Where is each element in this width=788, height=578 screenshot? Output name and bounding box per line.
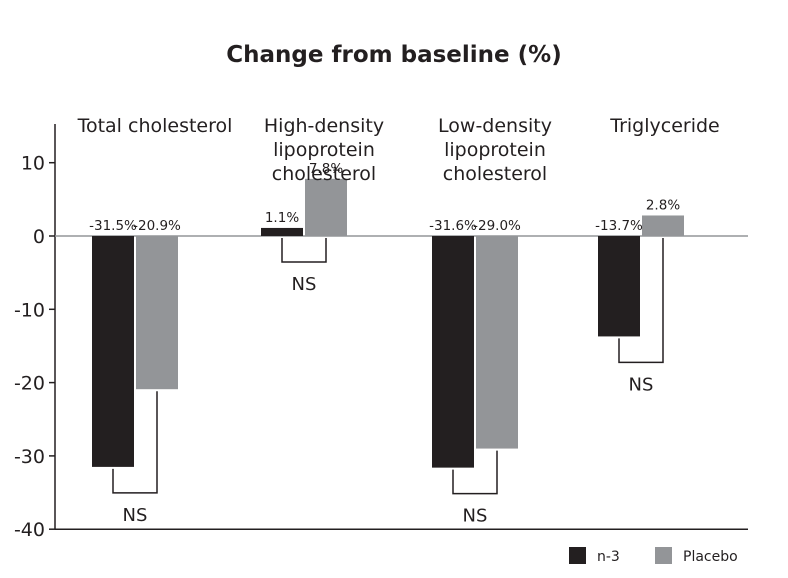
ns-bracket: [281, 238, 327, 263]
ns-label: NS: [629, 374, 654, 395]
legend-swatch: [569, 547, 586, 564]
data-label: -29.0%: [473, 218, 521, 234]
legend-label: n-3: [597, 549, 620, 565]
y-tick-label: -10: [14, 299, 45, 321]
data-label: -13.7%: [595, 218, 643, 234]
bar-n-3: [92, 236, 134, 467]
bar-n-3: [598, 236, 640, 337]
data-label: -31.6%: [429, 218, 477, 234]
category-label: cholesterol: [272, 163, 376, 185]
bar-n-3: [261, 227, 303, 236]
bar-n-3: [432, 236, 474, 468]
legend-swatch: [655, 547, 672, 564]
y-tick-label: -20: [14, 373, 45, 395]
category-label: Triglyceride: [609, 115, 719, 137]
category-label: Low-density: [438, 115, 552, 137]
category-label: lipoprotein: [273, 139, 375, 161]
bar-placebo: [642, 215, 684, 236]
y-tick-label: -40: [14, 519, 45, 541]
data-label: 7.8%: [309, 161, 343, 177]
data-label: -20.9%: [133, 218, 181, 234]
ns-bracket: [452, 450, 498, 495]
ns-label: NS: [463, 506, 488, 527]
category-label: Total cholesterol: [77, 115, 233, 137]
ns-bracket: [618, 238, 664, 364]
category-label: cholesterol: [443, 163, 547, 185]
y-tick-label: 10: [21, 153, 45, 175]
ns-label: NS: [123, 505, 148, 526]
category-label: lipoprotein: [444, 139, 546, 161]
data-label: -31.5%: [89, 218, 137, 234]
ns-bracket: [112, 391, 158, 494]
bar-placebo: [136, 236, 178, 390]
ns-label: NS: [292, 274, 317, 295]
data-label: 2.8%: [646, 197, 680, 213]
y-tick-label: -30: [14, 446, 45, 468]
data-label: 1.1%: [265, 210, 299, 226]
chart-title: Change from baseline (%): [226, 42, 561, 68]
y-tick-label: 0: [33, 226, 45, 248]
category-label: High-density: [264, 115, 384, 137]
bar-placebo: [305, 178, 347, 236]
legend-label: Placebo: [683, 549, 738, 565]
bar-placebo: [476, 236, 518, 449]
